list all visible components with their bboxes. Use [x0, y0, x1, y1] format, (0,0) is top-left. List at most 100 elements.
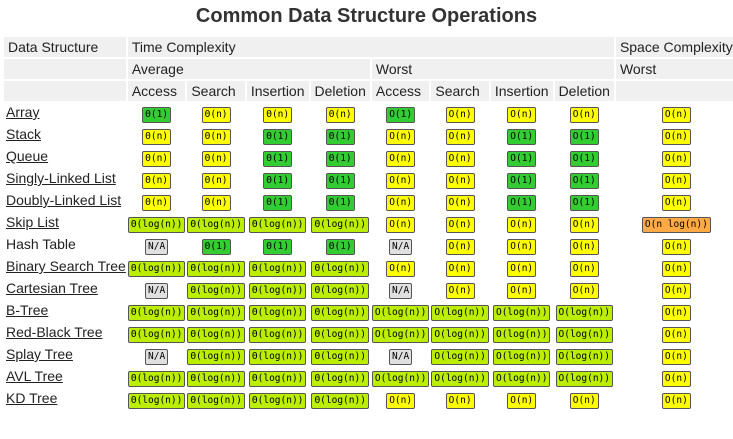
- complexity-cell: O(n): [616, 389, 733, 409]
- table-row: B-Tree Θ(log(n)) Θ(log(n)) Θ(log(n)) Θ(log(n…: [4, 301, 733, 321]
- complexity-cell: O(1): [372, 103, 429, 123]
- complexity-cell: O(log(n)): [431, 345, 489, 365]
- complexity-cell: O(n): [616, 191, 733, 211]
- complexity-badge: Θ(log(n)): [187, 282, 245, 299]
- complexity-badge: Θ(n): [325, 106, 355, 123]
- complexity-badge: O(1): [569, 172, 599, 189]
- complexity-badge: O(n): [569, 216, 599, 233]
- data-structure-link[interactable]: Singly-Linked List: [6, 170, 116, 186]
- data-structure-link[interactable]: Queue: [6, 148, 49, 164]
- complexity-badge: O(n): [569, 282, 599, 299]
- complexity-cell: O(n): [372, 125, 429, 145]
- complexity-cell: O(n): [431, 389, 488, 409]
- header-empty: [4, 59, 126, 79]
- complexity-badge: Θ(log(n)): [187, 260, 245, 277]
- complexity-cell: Θ(1): [128, 103, 185, 123]
- complexity-cell: Θ(log(n)): [127, 257, 186, 277]
- complexity-badge: Θ(log(n)): [311, 304, 369, 321]
- complexity-cell: O(n): [555, 389, 614, 409]
- complexity-cell: O(n log(n)): [616, 213, 733, 233]
- complexity-cell: O(1): [491, 169, 553, 189]
- complexity-cell: O(log(n)): [371, 323, 430, 343]
- table-row: Singly-Linked List Θ(n) Θ(n) Θ(1) Θ(1) O(n) O(…: [4, 169, 733, 189]
- complexity-badge: O(n): [386, 150, 416, 167]
- complexity-cell: Θ(log(n)): [127, 389, 186, 409]
- complexity-badge: Θ(n): [201, 150, 231, 167]
- data-structure-link[interactable]: Doubly-Linked List: [6, 192, 122, 208]
- data-structure-link[interactable]: Red-Black Tree: [6, 324, 103, 340]
- page-title: Common Data Structure Operations: [195, 5, 538, 27]
- complexity-cell: Θ(1): [311, 235, 370, 255]
- complexity-cell: Θ(log(n)): [311, 389, 370, 409]
- complexity-badge: Θ(log(n)): [311, 392, 369, 409]
- complexity-cell: Θ(log(n)): [311, 301, 370, 321]
- data-structure-link[interactable]: Binary Search Tree: [6, 258, 126, 274]
- complexity-cell: O(n): [616, 367, 733, 387]
- row-name-cell: Splay Tree: [4, 345, 126, 365]
- complexity-cell: O(n): [616, 169, 733, 189]
- complexity-cell: Θ(n): [128, 147, 185, 167]
- complexity-cell: O(n): [616, 147, 733, 167]
- complexity-badge: Θ(n): [201, 172, 231, 189]
- complexity-badge: O(log(n)): [371, 326, 430, 343]
- complexity-cell: O(n): [372, 147, 429, 167]
- complexity-badge: O(n): [661, 282, 691, 299]
- complexity-badge: O(1): [507, 172, 537, 189]
- header-row-2: Average Worst Worst: [4, 59, 733, 79]
- data-structure-link[interactable]: Splay Tree: [6, 346, 73, 362]
- header-empty: [4, 81, 126, 101]
- complexity-badge: Θ(1): [325, 128, 355, 145]
- complexity-cell: Θ(1): [247, 191, 309, 211]
- complexity-badge: O(n): [569, 392, 599, 409]
- complexity-cell: O(n): [491, 279, 553, 299]
- complexity-badge: O(n): [661, 260, 691, 277]
- row-name-cell: Stack: [4, 125, 126, 145]
- complexity-cell: O(log(n)): [371, 367, 430, 387]
- complexity-badge: O(n): [445, 194, 475, 211]
- complexity-cell: Θ(log(n)): [247, 323, 309, 343]
- complexity-badge: O(n): [507, 216, 537, 233]
- data-structure-link[interactable]: Array: [6, 104, 40, 120]
- complexity-badge: Θ(log(n)): [248, 304, 307, 321]
- complexity-cell: Θ(log(n)): [187, 345, 245, 365]
- data-structure-link[interactable]: Skip List: [6, 214, 59, 230]
- complexity-cell: O(n): [431, 103, 488, 123]
- complexity-badge: O(n): [661, 150, 691, 167]
- header-data-structure: Data Structure: [4, 37, 126, 57]
- data-structure-link[interactable]: Stack: [6, 126, 42, 142]
- data-structure-link[interactable]: AVL Tree: [6, 368, 63, 384]
- complexity-badge: Θ(log(n)): [187, 348, 245, 365]
- header-op: Deletion: [310, 81, 370, 101]
- header-space-complexity: Space Complexity: [615, 37, 733, 57]
- complexity-cell: Θ(log(n)): [247, 301, 309, 321]
- complexity-badge: O(1): [507, 150, 537, 167]
- complexity-cell: Θ(n): [187, 103, 244, 123]
- complexity-cell: O(n): [372, 191, 429, 211]
- table-row: Doubly-Linked List Θ(n) Θ(n) Θ(1) Θ(1) O(n) O(…: [4, 191, 733, 211]
- complexity-badge: O(n): [661, 194, 691, 211]
- data-structure-link[interactable]: Cartesian Tree: [6, 280, 98, 296]
- complexity-cell: O(n): [555, 213, 614, 233]
- complexity-cell: Θ(log(n)): [187, 323, 245, 343]
- complexity-cell: Θ(log(n)): [187, 213, 245, 233]
- complexity-cell: O(1): [491, 125, 553, 145]
- complexity-cell: O(n): [372, 257, 429, 277]
- complexity-cell: O(n): [616, 345, 733, 365]
- complexity-cell: Θ(log(n)): [247, 367, 309, 387]
- complexity-cell: Θ(n): [187, 125, 244, 145]
- complexity-badge: O(1): [507, 128, 537, 145]
- data-structure-link[interactable]: B-Tree: [6, 302, 49, 318]
- complexity-cell: Θ(log(n)): [311, 367, 370, 387]
- data-structure-link[interactable]: KD Tree: [6, 390, 58, 406]
- complexity-badge: N/A: [389, 282, 413, 299]
- complexity-badge: Θ(1): [263, 150, 293, 167]
- complexity-badge: O(n): [386, 172, 416, 189]
- complexity-badge: O(1): [507, 194, 537, 211]
- complexity-cell: Θ(n): [187, 191, 244, 211]
- complexity-cell: Θ(n): [128, 125, 185, 145]
- complexity-cell: O(n): [491, 213, 553, 233]
- row-name-cell: Singly-Linked List: [4, 169, 126, 189]
- complexity-cell: Θ(log(n)): [187, 389, 245, 409]
- complexity-badge: O(n): [445, 282, 475, 299]
- complexity-cell: N/A: [128, 345, 185, 365]
